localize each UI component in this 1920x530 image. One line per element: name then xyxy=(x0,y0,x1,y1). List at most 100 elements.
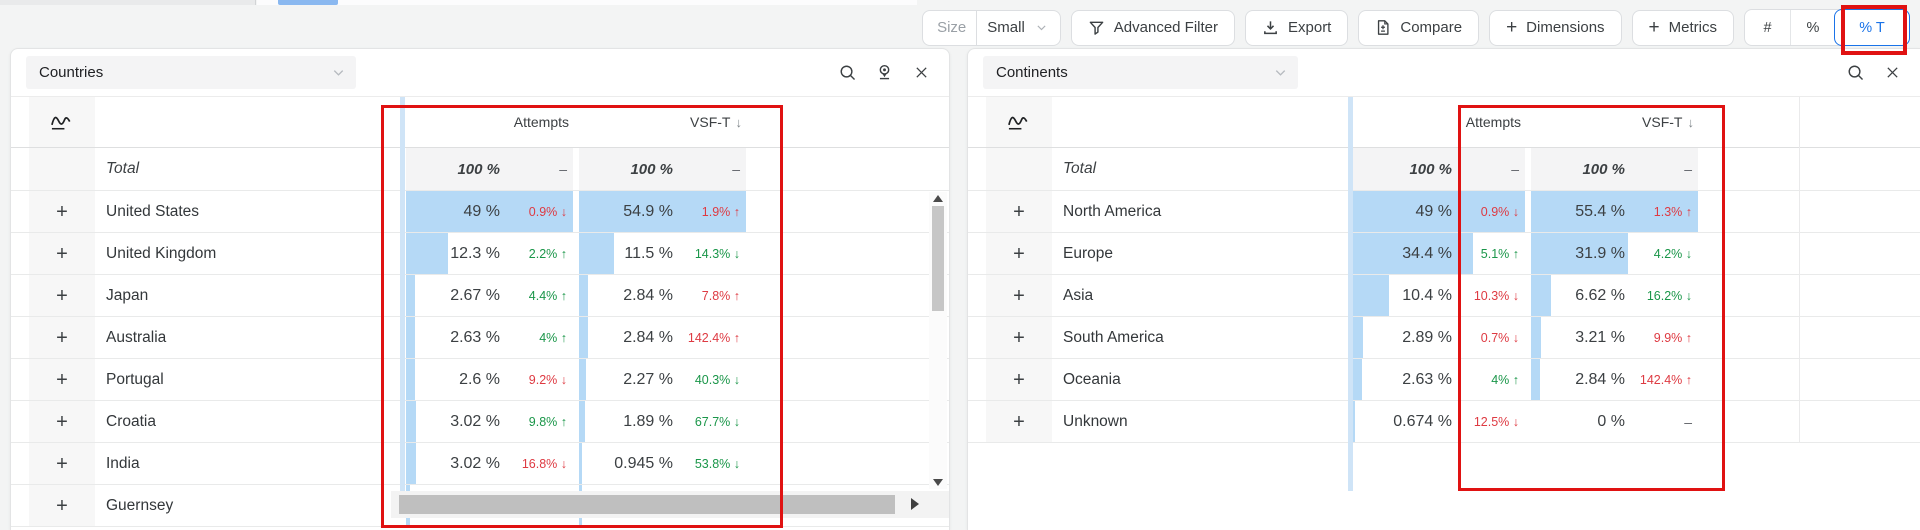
compare-button[interactable]: Compare xyxy=(1358,9,1480,46)
table-row[interactable]: + Portugal 2.6 % 9.2% ↓ 2.27 % 40.3% ↓ xyxy=(11,359,949,401)
column-scroll-indicator xyxy=(1348,97,1353,491)
scroll-up-arrow[interactable] xyxy=(933,195,943,202)
expand-button[interactable]: + xyxy=(986,233,1052,274)
vsft-column-header[interactable]: VSF-T ↓ xyxy=(1642,114,1694,130)
attempts-cell: 3.02 % 16.8% ↓ xyxy=(406,443,573,484)
cell-value: 0 % xyxy=(1597,412,1625,430)
size-select[interactable]: Size Small xyxy=(922,9,1061,46)
dimension-select[interactable]: Continents xyxy=(983,56,1298,89)
divider xyxy=(976,10,978,45)
chart-type-cell[interactable] xyxy=(986,97,1052,147)
table-header: Attempts VSF-T ↓ xyxy=(11,97,949,148)
expand-button[interactable]: + xyxy=(986,401,1052,442)
expand-button[interactable]: + xyxy=(29,317,95,358)
close-icon[interactable] xyxy=(1882,63,1902,83)
attempts-cell: 2.6 % 9.2% ↓ xyxy=(406,359,573,400)
table-row[interactable]: + Japan 2.67 % 4.4% ↑ 2.84 % 7.8% ↑ xyxy=(11,275,949,317)
attempts-cell: 49 % 0.9% ↓ xyxy=(406,191,573,232)
scrollbar-corner xyxy=(925,491,949,518)
export-button[interactable]: Export xyxy=(1245,9,1349,46)
row-label: Guernsey xyxy=(106,496,174,514)
close-icon[interactable] xyxy=(911,63,931,83)
cell-value: 54.9 % xyxy=(623,202,673,220)
horizontal-scrollbar[interactable] xyxy=(391,491,925,518)
search-icon[interactable] xyxy=(1845,63,1865,83)
cell-value: 2.63 % xyxy=(450,328,500,346)
scroll-down-arrow[interactable] xyxy=(933,479,943,486)
expand-button[interactable]: + xyxy=(29,275,95,316)
table-row[interactable]: + India 3.02 % 16.8% ↓ 0.945 % 53.8% ↓ xyxy=(11,443,949,485)
vsft-column-header[interactable]: VSF-T ↓ xyxy=(690,114,742,130)
table-row[interactable]: + Asia 10.4 % 10.3% ↓ 6.62 % 16.2% ↓ xyxy=(968,275,1920,317)
cell-value: 3.21 % xyxy=(1575,328,1625,346)
expand-button[interactable]: + xyxy=(29,443,95,484)
search-icon[interactable] xyxy=(837,63,857,83)
add-dimensions-button[interactable]: + Dimensions xyxy=(1489,9,1622,46)
vsft-cell: 2.27 % 40.3% ↓ xyxy=(579,359,746,400)
advanced-filter-button[interactable]: Advanced Filter xyxy=(1070,9,1235,46)
table-row[interactable]: + Australia 2.63 % 4% ↑ 2.84 % 142.4% ↑ xyxy=(11,317,949,359)
expand-button[interactable]: + xyxy=(29,485,95,526)
horizontal-scroll-thumb[interactable] xyxy=(399,495,895,514)
cell-change: 67.7% ↓ xyxy=(694,414,740,429)
row-label: Portugal xyxy=(106,370,164,388)
expand-button[interactable]: + xyxy=(29,233,95,274)
vertical-scrollbar[interactable] xyxy=(929,192,947,489)
expand-button[interactable]: + xyxy=(986,359,1052,400)
table-row[interactable]: + United Kingdom 12.3 % 2.2% ↑ 11.5 % 14.3% ↓ xyxy=(11,233,949,275)
data-bar xyxy=(579,275,588,316)
mode-percent-total-button[interactable]: % T xyxy=(1834,9,1910,46)
table-row[interactable]: + Europe 34.4 % 5.1% ↑ 31.9 % 4.2% ↓ xyxy=(968,233,1920,275)
panel-header: Countries xyxy=(11,49,949,97)
document-plus-minus-icon xyxy=(1375,19,1391,36)
vsft-cell: 2.84 % 7.8% ↑ xyxy=(579,275,746,316)
table-body: Total 100 % – 100 % – + United States 49 % 0.9% … xyxy=(11,148,949,527)
cell-value: 3.02 % xyxy=(450,412,500,430)
vsft-cell: 100 % – xyxy=(1531,148,1698,190)
table-row[interactable]: + Unknown 0.674 % 12.5% ↓ 0 % – xyxy=(968,401,1920,443)
cell-value: 12.3 % xyxy=(450,244,500,262)
panel-actions xyxy=(837,63,931,83)
panel-header: Continents xyxy=(968,49,1920,97)
table-row[interactable]: + Oceania 2.63 % 4% ↑ 2.84 % 142.4% ↑ xyxy=(968,359,1920,401)
mode-percent-button[interactable]: % xyxy=(1790,10,1835,45)
row-label: United Kingdom xyxy=(106,244,217,262)
dimensions-label: Dimensions xyxy=(1526,19,1605,36)
panel-title: Continents xyxy=(996,64,1068,81)
table-row[interactable]: + United States 49 % 0.9% ↓ 54.9 % 1.9% ↑ xyxy=(11,191,949,233)
table-row[interactable]: + South America 2.89 % 0.7% ↓ 3.21 % 9.9% ↑ xyxy=(968,317,1920,359)
cell-change: 7.8% ↑ xyxy=(701,288,740,303)
cell-change: 1.3% ↑ xyxy=(1653,204,1692,219)
expand-button[interactable]: + xyxy=(986,275,1052,316)
dimension-select[interactable]: Countries xyxy=(26,56,356,89)
cell-value: 2.63 % xyxy=(1402,370,1452,388)
expand-button[interactable]: + xyxy=(29,401,95,442)
add-metrics-button[interactable]: + Metrics xyxy=(1631,9,1734,46)
expand-button[interactable]: + xyxy=(986,191,1052,232)
cell-change: – xyxy=(559,161,567,177)
vsft-cell: 2.84 % 142.4% ↑ xyxy=(579,317,746,358)
vsft-cell: 0.945 % 53.8% ↓ xyxy=(579,443,746,484)
attempts-column-header[interactable]: Attempts xyxy=(1465,114,1521,130)
cell-value: 31.9 % xyxy=(1575,244,1625,262)
cell-change: 4.4% ↑ xyxy=(528,288,567,303)
cell-value: 2.67 % xyxy=(450,286,500,304)
table-row[interactable]: + North America 49 % 0.9% ↓ 55.4 % 1.3% ↑ xyxy=(968,191,1920,233)
vertical-scroll-thumb[interactable] xyxy=(932,206,944,311)
attempts-column-header[interactable]: Attempts xyxy=(513,114,569,130)
scroll-right-arrow[interactable] xyxy=(911,498,919,510)
advanced-filter-label: Advanced Filter xyxy=(1113,19,1218,36)
data-bar xyxy=(1531,317,1541,358)
cell-change: – xyxy=(1684,413,1692,430)
expand-button[interactable]: + xyxy=(986,317,1052,358)
plus-icon: + xyxy=(1013,410,1025,433)
table-row[interactable]: + Croatia 3.02 % 9.8% ↑ 1.89 % 67.7% ↓ xyxy=(11,401,949,443)
data-bar xyxy=(406,191,573,232)
expand-button[interactable]: + xyxy=(29,359,95,400)
location-icon[interactable] xyxy=(874,63,894,83)
mode-count-button[interactable]: # xyxy=(1763,19,1772,36)
chart-type-cell[interactable] xyxy=(29,97,95,147)
expand-button[interactable]: + xyxy=(29,191,95,232)
size-value: Small xyxy=(987,19,1025,36)
tab-strip xyxy=(0,0,1920,5)
